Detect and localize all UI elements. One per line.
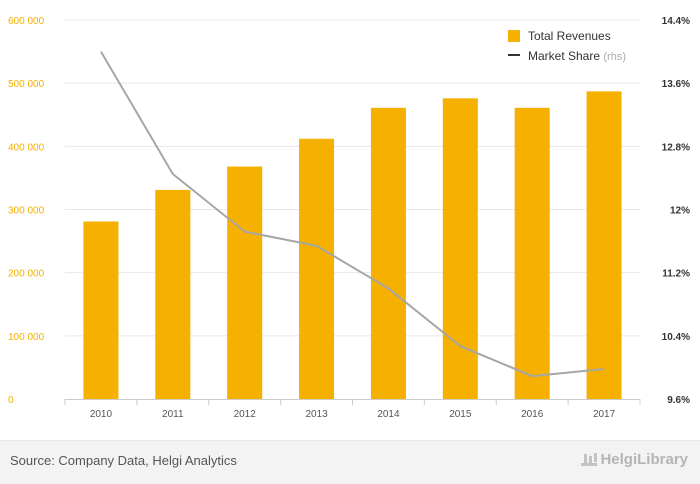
x-tick-label: 2013 (305, 409, 328, 420)
right-axis: 9.6% 10.4% 11.2% 12% 12.8% 13.6% 14.4% (662, 16, 690, 406)
bar-total-revenues-2014 (371, 108, 406, 399)
brand-logo: HelgiLibrary (581, 451, 688, 468)
library-icon (581, 451, 597, 466)
bar-series (83, 91, 621, 399)
y-left-tick-label: 0 (8, 395, 14, 406)
y-right-tick-label: 11.2% (662, 269, 690, 280)
y-left-tick-label: 500 000 (8, 79, 45, 90)
x-tick-label: 2012 (234, 409, 257, 420)
legend-swatch-market-share (508, 54, 520, 56)
left-axis: 0 100 000 200 000 300 000 400 000 500 000 600 … (8, 16, 45, 406)
legend-label-market-share: Market Share (rhs) (528, 49, 626, 63)
source-note: Source: Company Data, Helgi Analytics (10, 453, 237, 468)
bar-total-revenues-2011 (155, 190, 190, 399)
y-right-tick-label: 9.6% (667, 395, 690, 406)
bar-total-revenues-2017 (587, 91, 622, 399)
legend-swatch-total-revenues (508, 30, 520, 42)
x-tick-label: 2015 (449, 409, 472, 420)
footer: Source: Company Data, Helgi Analytics He… (0, 440, 700, 484)
y-left-tick-label: 200 000 (8, 269, 45, 280)
x-tick-label: 2010 (90, 409, 113, 420)
y-left-tick-label: 300 000 (8, 206, 45, 217)
legend-label-total-revenues: Total Revenues (528, 29, 611, 43)
bar-total-revenues-2010 (83, 222, 118, 399)
bar-total-revenues-2013 (299, 139, 334, 399)
y-left-tick-label: 600 000 (8, 16, 45, 27)
chart: 2010 2011 2012 2013 2014 2015 2016 2017 0 100 00… (0, 0, 700, 440)
y-left-tick-label: 400 000 (8, 142, 45, 153)
y-right-tick-label: 12.8% (662, 142, 690, 153)
y-right-tick-label: 14.4% (662, 16, 690, 27)
x-tick-label: 2014 (377, 409, 400, 420)
x-axis: 2010 2011 2012 2013 2014 2015 2016 2017 (65, 399, 640, 420)
x-tick-label: 2016 (521, 409, 544, 420)
x-tick-label: 2017 (593, 409, 616, 420)
bar-total-revenues-2012 (227, 167, 262, 399)
grid-lines (65, 20, 640, 336)
x-tick-label: 2011 (162, 409, 184, 420)
bar-total-revenues-2016 (515, 108, 550, 399)
legend: Total Revenues Market Share (rhs) (508, 29, 626, 63)
y-right-tick-label: 12% (670, 206, 690, 217)
y-right-tick-label: 10.4% (662, 332, 690, 343)
y-left-tick-label: 100 000 (8, 332, 45, 343)
bar-total-revenues-2015 (443, 98, 478, 399)
brand-name: HelgiLibrary (600, 451, 688, 468)
y-right-tick-label: 13.6% (662, 79, 690, 90)
